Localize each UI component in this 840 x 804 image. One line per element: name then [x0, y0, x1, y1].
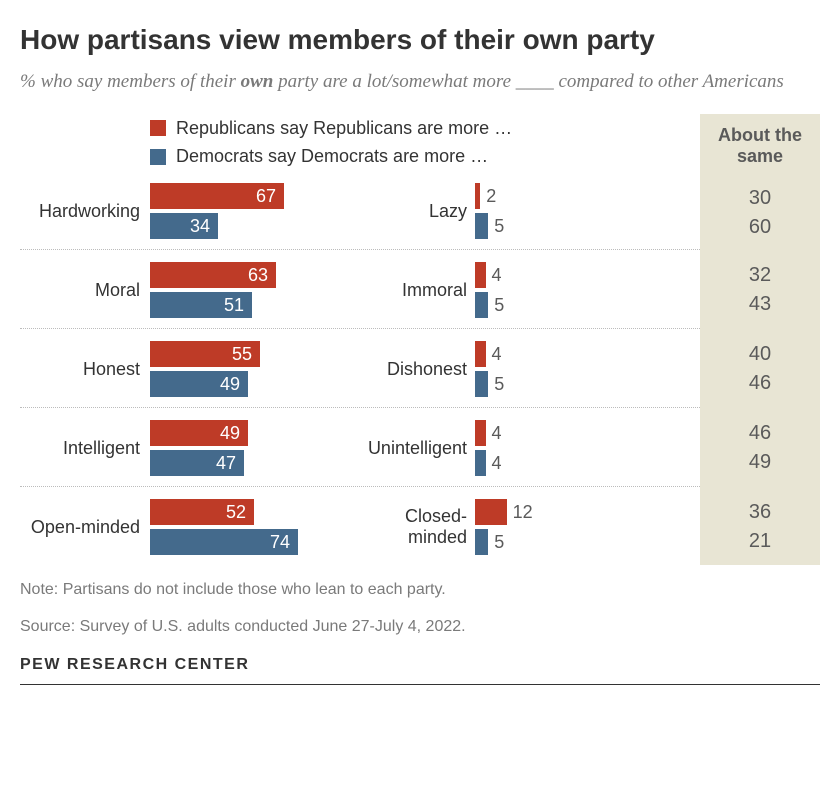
dem-negative-bar — [475, 213, 488, 239]
rep-negative-bar — [475, 183, 480, 209]
rep-negative-bar — [475, 420, 486, 446]
dem-positive-bar: 47 — [150, 450, 244, 476]
dem-same-value: 46 — [700, 372, 820, 395]
negative-trait-label: Immoral — [350, 280, 475, 301]
positive-bars: 52 74 — [150, 499, 350, 555]
bar-value: 4 — [492, 344, 502, 365]
bar-value: 5 — [494, 532, 504, 553]
rep-positive-bar: 55 — [150, 341, 260, 367]
negative-bars: 44 — [475, 420, 585, 476]
subtitle-bold: own — [241, 71, 274, 92]
bar-value: 34 — [190, 216, 210, 237]
positive-trait-label: Hardworking — [20, 201, 150, 222]
bar-value: 4 — [492, 423, 502, 444]
positive-trait-label: Intelligent — [20, 438, 150, 459]
bar-value: 2 — [486, 186, 496, 207]
negative-bars: 45 — [475, 341, 585, 397]
bar-value: 49 — [220, 423, 240, 444]
rep-same-value: 32 — [700, 264, 820, 287]
dem-same-value: 43 — [700, 293, 820, 316]
dem-positive-bar: 49 — [150, 371, 248, 397]
rep-positive-bar: 52 — [150, 499, 254, 525]
dem-same-value: 60 — [700, 216, 820, 239]
about-same-cell: 3060 — [700, 175, 820, 249]
dem-negative-bar — [475, 371, 488, 397]
bar-value: 47 — [216, 453, 236, 474]
negative-bars: 25 — [475, 183, 585, 239]
data-row: Moral6351Immoral45 — [20, 249, 700, 328]
legend: Republicans say Republicans are more … D… — [150, 114, 700, 172]
legend-dem-label: Democrats say Democrats are more … — [176, 142, 488, 171]
bar-value: 4 — [492, 453, 502, 474]
rep-same-value: 36 — [700, 501, 820, 524]
negative-trait-label: Dishonest — [350, 359, 475, 380]
org-name: PEW RESEARCH CENTER — [20, 656, 820, 674]
bar-value: 49 — [220, 374, 240, 395]
swatch-dem — [150, 149, 166, 165]
data-row: Open-minded 52 74 Closed-minded 12 5 — [20, 486, 700, 565]
bottom-rule — [20, 684, 820, 685]
legend-rep: Republicans say Republicans are more … — [150, 114, 700, 143]
negative-bars: 12 5 — [475, 499, 585, 555]
legend-rep-label: Republicans say Republicans are more … — [176, 114, 512, 143]
rep-positive-bar: 63 — [150, 262, 276, 288]
about-same-cell: 4649 — [700, 407, 820, 486]
swatch-rep — [150, 120, 166, 136]
positive-trait-label: Open-minded — [20, 517, 150, 538]
bar-value: 51 — [224, 295, 244, 316]
note-text: Note: Partisans do not include those who… — [20, 579, 820, 601]
chart-area: Republicans say Republicans are more … D… — [20, 114, 820, 566]
bar-value: 5 — [494, 216, 504, 237]
dem-positive-bar: 74 — [150, 529, 298, 555]
dem-negative-bar — [475, 292, 488, 318]
about-same-cell: 3243 — [700, 249, 820, 328]
data-row: Honest5549Dishonest45 — [20, 328, 700, 407]
rep-same-value: 30 — [700, 187, 820, 210]
positive-bars: 5549 — [150, 341, 350, 397]
dem-negative-bar — [475, 450, 486, 476]
rep-same-value: 40 — [700, 343, 820, 366]
positive-bars: 67 34 — [150, 183, 350, 239]
negative-trait-label: Closed-minded — [350, 506, 475, 548]
rep-negative-bar — [475, 341, 486, 367]
negative-trait-label: Unintelligent — [350, 438, 475, 459]
negative-bars: 45 — [475, 262, 585, 318]
source-text: Source: Survey of U.S. adults conducted … — [20, 616, 820, 638]
about-same-cell: 3621 — [700, 486, 820, 565]
bar-value: 52 — [226, 502, 246, 523]
bar-value: 5 — [494, 374, 504, 395]
dem-positive-bar: 51 — [150, 292, 252, 318]
data-row: Hardworking6734Lazy25 — [20, 175, 700, 249]
data-row: Intelligent4947Unintelligent44 — [20, 407, 700, 486]
bar-value: 12 — [513, 502, 533, 523]
chart-subtitle: % who say members of their own party are… — [20, 68, 820, 96]
legend-dem: Democrats say Democrats are more … — [150, 142, 700, 171]
dem-same-value: 21 — [700, 530, 820, 553]
positive-trait-label: Moral — [20, 280, 150, 301]
bar-value: 55 — [232, 344, 252, 365]
bar-value: 5 — [494, 295, 504, 316]
about-same-cell: 4046 — [700, 328, 820, 407]
chart-title: How partisans view members of their own … — [20, 24, 820, 56]
rep-same-value: 46 — [700, 422, 820, 445]
rep-positive-bar: 67 — [150, 183, 284, 209]
rep-negative-bar — [475, 262, 486, 288]
bar-value: 67 — [256, 186, 276, 207]
positive-trait-label: Honest — [20, 359, 150, 380]
bar-value: 4 — [492, 265, 502, 286]
dem-positive-bar: 34 — [150, 213, 218, 239]
dem-negative-bar — [475, 529, 488, 555]
bar-value: 63 — [248, 265, 268, 286]
subtitle-suffix: party are a lot/somewhat more ____ compa… — [273, 71, 784, 92]
rep-negative-bar — [475, 499, 507, 525]
column-header-same: About the same — [700, 114, 820, 176]
subtitle-prefix: % who say members of their — [20, 71, 241, 92]
positive-bars: 6351 — [150, 262, 350, 318]
positive-bars: 4947 — [150, 420, 350, 476]
negative-trait-label: Lazy — [350, 201, 475, 222]
dem-same-value: 49 — [700, 451, 820, 474]
rep-positive-bar: 49 — [150, 420, 248, 446]
bar-value: 74 — [270, 532, 290, 553]
